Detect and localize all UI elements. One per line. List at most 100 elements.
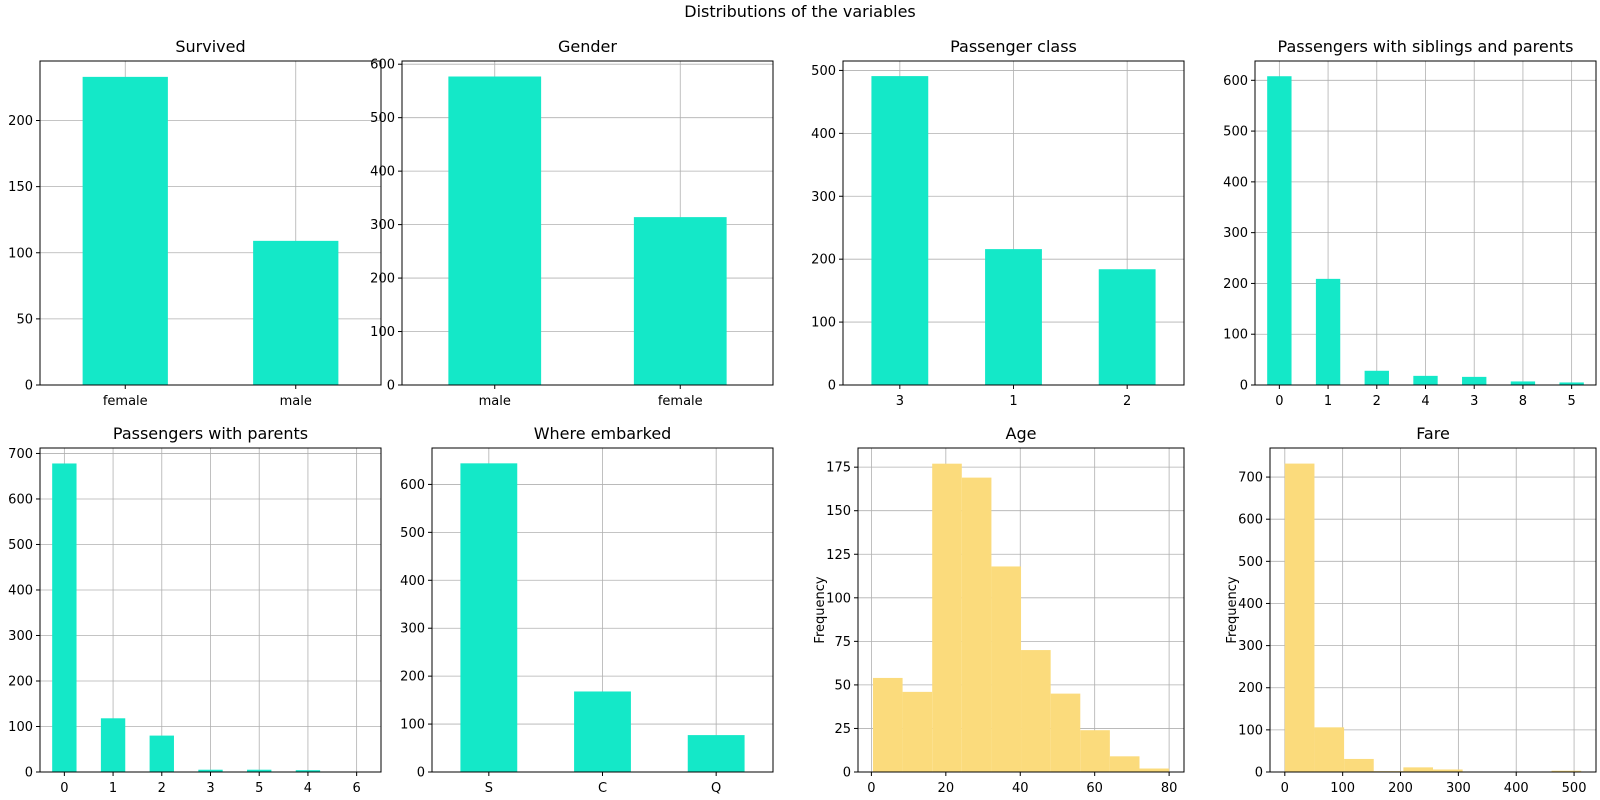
subplot-title: Where embarked xyxy=(534,424,672,443)
x-tick-label: 0 xyxy=(1275,394,1283,409)
x-tick-label: 200 xyxy=(1388,781,1413,796)
y-axis-label: Frequency xyxy=(813,576,828,643)
subplot-title: Age xyxy=(1006,424,1037,443)
x-tick-label: male xyxy=(280,394,312,409)
subplot-title: Passengers with siblings and parents xyxy=(1278,37,1574,56)
hist-bin-1 xyxy=(902,691,933,772)
y-tick-label: 200 xyxy=(811,253,836,268)
bar-6 xyxy=(1559,382,1584,385)
bar-5 xyxy=(1510,381,1536,385)
axes-frame xyxy=(1269,447,1597,773)
y-tick-label: 400 xyxy=(811,127,836,142)
x-tick-label: Q xyxy=(711,781,721,796)
y-tick-label: 700 xyxy=(8,447,33,462)
x-tick-label: 60 xyxy=(1086,781,1103,796)
y-tick-label: 300 xyxy=(1238,639,1263,654)
y-tick-label: 100 xyxy=(826,591,851,606)
hist-bin-2 xyxy=(1344,758,1374,772)
x-tick-label: 2 xyxy=(158,781,166,796)
subplot-title: Survived xyxy=(175,37,245,56)
y-tick-label: 0 xyxy=(25,379,33,394)
subplot-3: 0 100 200 300 400 500 3 1 2 Passenger class xyxy=(811,37,1185,409)
bar-0 xyxy=(52,463,77,772)
x-tick-label: 300 xyxy=(1446,781,1471,796)
hist-bin-9 xyxy=(1551,770,1582,772)
subplot-title: Passengers with parents xyxy=(113,424,308,443)
subplot-7: 0 25 50 75 100 125 150 175 0 20 40 60 80 Age Frequency xyxy=(813,424,1185,796)
subplot-6: 0 100 200 300 400 500 600 S C Q Where embarked xyxy=(400,424,774,796)
bar-1 xyxy=(574,691,631,772)
y-tick-label: 100 xyxy=(811,316,836,331)
hist-bin-8 xyxy=(1109,756,1140,772)
subplot-title: Fare xyxy=(1416,424,1450,443)
bar-2 xyxy=(687,735,745,772)
x-tick-label: 8 xyxy=(1519,394,1527,409)
y-tick-label: 0 xyxy=(843,766,851,781)
x-tick-label: female xyxy=(103,394,148,409)
y-tick-label: 100 xyxy=(8,720,33,735)
hist-bin-1 xyxy=(1314,727,1345,772)
subplot-2: 0 100 200 300 400 500 600 male female Gender xyxy=(370,37,774,409)
subplot-title: Passenger class xyxy=(950,37,1077,56)
x-tick-label: 3 xyxy=(896,394,904,409)
y-tick-label: 400 xyxy=(8,583,33,598)
y-tick-label: 0 xyxy=(25,766,33,781)
figure-suptitle: Distributions of the variables xyxy=(684,2,916,21)
x-tick-label: 2 xyxy=(1123,394,1131,409)
y-tick-label: 150 xyxy=(826,504,851,519)
bar-2 xyxy=(1364,370,1389,385)
y-tick-label: 25 xyxy=(834,722,851,737)
y-tick-label: 100 xyxy=(1223,328,1248,343)
x-tick-label: 5 xyxy=(255,781,263,796)
subplot-1: 0 50 100 150 200 female male Survived xyxy=(8,37,382,409)
y-tick-label: 0 xyxy=(828,379,836,394)
y-tick-label: 200 xyxy=(8,114,33,129)
hist-bin-3 xyxy=(961,477,992,772)
x-tick-label: 3 xyxy=(1470,394,1478,409)
y-tick-label: 500 xyxy=(400,526,425,541)
x-tick-label: 6 xyxy=(353,781,361,796)
y-tick-label: 200 xyxy=(8,674,33,689)
x-tick-label: 2 xyxy=(1373,394,1381,409)
hist-bin-2 xyxy=(932,463,962,772)
bar-1 xyxy=(1315,278,1341,385)
hist-bin-4 xyxy=(991,566,1022,772)
x-tick-label: 1 xyxy=(1324,394,1332,409)
hist-bin-9 xyxy=(1139,768,1170,772)
x-tick-label: S xyxy=(485,781,493,796)
y-tick-label: 600 xyxy=(370,58,395,73)
x-tick-label: 3 xyxy=(206,781,214,796)
y-tick-label: 600 xyxy=(8,492,33,507)
axes-frame xyxy=(39,60,382,386)
x-tick-label: 0 xyxy=(867,781,875,796)
y-tick-label: 100 xyxy=(400,718,425,733)
x-tick-label: 20 xyxy=(938,781,955,796)
bar-1 xyxy=(253,240,339,385)
bar-3 xyxy=(198,769,223,772)
hist-bin-4 xyxy=(1403,767,1434,772)
x-tick-label: female xyxy=(658,394,703,409)
y-tick-label: 0 xyxy=(417,766,425,781)
y-tick-label: 125 xyxy=(826,548,851,563)
y-tick-label: 500 xyxy=(1223,125,1248,140)
axes-frame xyxy=(401,60,774,386)
y-tick-label: 0 xyxy=(387,379,395,394)
hist-bin-7 xyxy=(1080,730,1110,772)
subplot-title: Gender xyxy=(558,37,617,56)
x-tick-label: 1 xyxy=(109,781,117,796)
x-tick-label: C xyxy=(598,781,607,796)
bar-2 xyxy=(1098,269,1156,385)
bar-3 xyxy=(1413,375,1438,385)
x-tick-label: 4 xyxy=(304,781,312,796)
y-tick-label: 50 xyxy=(16,312,33,327)
x-tick-label: 500 xyxy=(1562,781,1587,796)
x-tick-label: 1 xyxy=(1009,394,1017,409)
x-tick-label: male xyxy=(479,394,511,409)
subplot-5: 0 100 200 300 400 500 600 700 0 1 2 3 5 4 6 Passengers … xyxy=(8,424,382,796)
x-tick-label: 5 xyxy=(1568,394,1576,409)
x-tick-label: 400 xyxy=(1504,781,1529,796)
x-tick-label: 0 xyxy=(60,781,68,796)
y-tick-label: 300 xyxy=(8,629,33,644)
hist-bin-0 xyxy=(872,677,903,772)
x-tick-label: 4 xyxy=(1421,394,1429,409)
